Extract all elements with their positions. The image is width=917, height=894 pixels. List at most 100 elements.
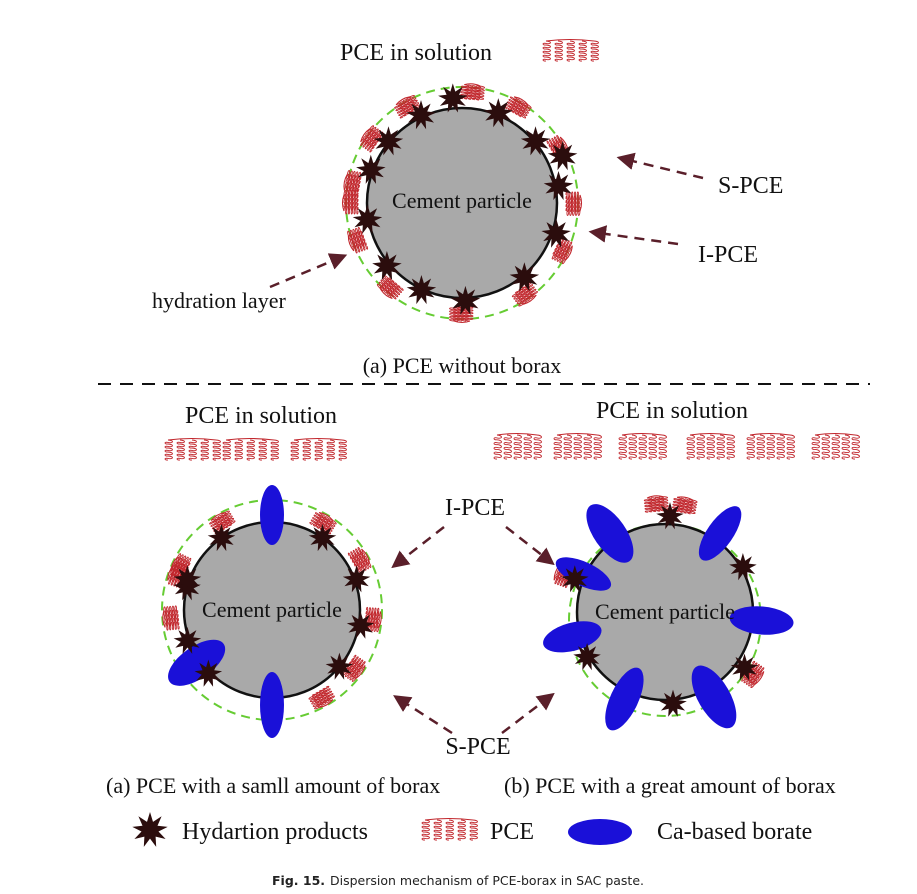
- pce-chain-icon: [671, 496, 698, 515]
- pce-chain-icon: [504, 96, 532, 119]
- legend-borate-label: Ca-based borate: [657, 819, 812, 845]
- pce-chain-icon: [511, 281, 538, 307]
- pce-comb-icon: [222, 437, 279, 461]
- pce-chain-icon: [504, 96, 532, 119]
- legend-star-icon: [132, 812, 168, 847]
- borate-ellipse-icon: [698, 506, 742, 561]
- hydration-product-star-icon: [406, 275, 437, 305]
- legend-pce-label: PCE: [490, 819, 534, 845]
- bottom-right-hydration-products: [561, 502, 759, 717]
- pce-chain-icon: [342, 654, 366, 682]
- hydration-product-star-icon: [509, 262, 540, 292]
- legend-hydration-products-label: Hydartion products: [182, 819, 368, 845]
- legend: Hydartion products PCE Ca-based borate: [132, 812, 812, 847]
- bottom-left-solution-pce-icon: [164, 437, 347, 461]
- pce-chain-icon: [671, 496, 698, 515]
- pce-chain-icon: [347, 226, 369, 254]
- bottom-i-pce-arrow-left: [391, 526, 445, 569]
- pce-chain-icon: [162, 605, 180, 631]
- hydration-product-star-icon: [356, 154, 386, 184]
- pce-chain-icon: [565, 191, 583, 216]
- bottom-left-particle-label: Cement particle: [202, 597, 342, 622]
- bottom-caption-left: (a) PCE with a samll amount of borax: [106, 773, 440, 798]
- figure-caption-number: Fig. 15.: [272, 873, 325, 888]
- top-solution-label: PCE in solution: [340, 40, 492, 66]
- bottom-left-solution-label: PCE in solution: [185, 403, 337, 429]
- pce-chain-icon: [343, 169, 362, 197]
- bottom-right-solution-pce-icon: [493, 432, 860, 460]
- top-hydration-products: [352, 83, 578, 315]
- pce-comb-icon: [493, 432, 542, 460]
- pce-comb-icon: [164, 437, 221, 461]
- borate-ellipse-icon: [260, 672, 284, 738]
- pce-comb-icon: [811, 432, 860, 460]
- pce-chain-icon: [643, 495, 669, 513]
- bottom-i-pce-arrow-right: [505, 526, 555, 566]
- legend-pce-icon: [421, 817, 478, 841]
- hydration-product-star-icon: [372, 251, 402, 281]
- bottom-caption-right: (b) PCE with a great amount of borax: [504, 773, 836, 798]
- pce-chain-icon: [170, 553, 192, 581]
- hydration-product-star-icon: [207, 523, 236, 552]
- bottom-right-particle-label: Cement particle: [595, 599, 735, 624]
- figure-caption-text: Dispersion mechanism of PCE-borax in SAC…: [330, 873, 644, 888]
- top-particle-label: Cement particle: [392, 188, 532, 213]
- bottom-panel: PCE in solution PCE in solution Cement p…: [106, 398, 860, 798]
- hydration-product-star-icon: [573, 643, 601, 671]
- hydration-product-star-icon: [659, 689, 687, 717]
- top-panel: PCE in solution Cement particle S-PCE I-…: [152, 38, 783, 378]
- top-s-pce-label: S-PCE: [718, 173, 783, 199]
- pce-chain-icon: [376, 275, 404, 300]
- pce-comb-icon: [542, 38, 599, 62]
- pce-chain-icon: [565, 191, 583, 216]
- hydration-product-star-icon: [541, 218, 571, 248]
- pce-comb-icon: [686, 432, 735, 460]
- hydration-product-star-icon: [352, 204, 383, 234]
- borate-ellipse-icon: [586, 504, 634, 563]
- borate-ellipse-icon: [605, 667, 644, 731]
- hydration-product-star-icon: [194, 659, 223, 687]
- hydration-product-star-icon: [173, 565, 202, 593]
- bottom-right-pce-chains: [553, 495, 765, 688]
- bottom-right-solution-label: PCE in solution: [596, 398, 748, 424]
- hydration-product-star-icon: [547, 141, 578, 171]
- pce-comb-icon: [618, 432, 667, 460]
- borate-ellipse-icon: [555, 557, 612, 591]
- hydration-product-star-icon: [730, 653, 759, 681]
- bottom-right-borates: [543, 504, 794, 731]
- figure-caption: Fig. 15. Dispersion mechanism of PCE-bora…: [272, 873, 644, 888]
- hydration-product-star-icon: [543, 171, 574, 201]
- hydration-product-star-icon: [561, 565, 589, 593]
- top-pce-chains: [341, 83, 583, 324]
- legend-star-shape: [132, 812, 168, 847]
- pce-chain-icon: [459, 83, 486, 101]
- pce-chain-icon: [376, 275, 404, 300]
- hydration-product-star-icon: [438, 83, 468, 113]
- pce-comb-icon: [290, 437, 347, 461]
- hydration-product-star-icon: [406, 100, 436, 130]
- hydration-product-star-icon: [450, 285, 481, 315]
- top-hydration-arrow: [269, 253, 348, 289]
- pce-chain-icon: [347, 547, 372, 574]
- top-i-pce-arrow: [588, 225, 679, 246]
- bottom-i-pce-label: I-PCE: [445, 495, 505, 521]
- top-solution-pce-icon: [542, 38, 599, 62]
- pce-comb-icon: [553, 432, 602, 460]
- pce-chain-icon: [162, 605, 180, 631]
- borate-ellipse-icon: [168, 639, 226, 686]
- pce-chain-icon: [308, 685, 335, 710]
- hydration-product-star-icon: [342, 565, 371, 593]
- bottom-s-pce-arrow-right: [501, 692, 555, 734]
- legend-pce-comb: [421, 817, 478, 841]
- pce-chain-icon: [170, 553, 192, 581]
- bottom-left-hydration-products: [173, 523, 375, 687]
- hydration-product-star-icon: [173, 626, 202, 654]
- top-hydration-label: hydration layer: [152, 288, 286, 313]
- bottom-s-pce-label: S-PCE: [445, 734, 510, 760]
- hydration-product-star-icon: [483, 98, 514, 128]
- hydration-product-star-icon: [308, 523, 337, 552]
- pce-chain-icon: [459, 83, 486, 101]
- pce-chain-icon: [343, 169, 362, 197]
- hydration-product-star-icon: [346, 611, 375, 639]
